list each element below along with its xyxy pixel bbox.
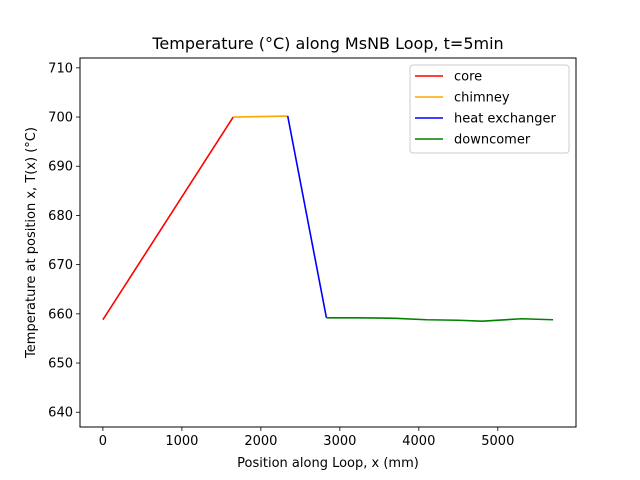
x-tick-label: 1000: [165, 434, 198, 449]
legend: core chimney heat exchanger downcomer: [409, 64, 570, 154]
legend-label: heat exchanger: [454, 112, 557, 127]
y-tick-label: 660: [48, 307, 73, 322]
x-tick-label: 4000: [402, 434, 435, 449]
legend-label: core: [454, 70, 482, 85]
y-tick-label: 710: [48, 61, 73, 76]
y-tick-label: 700: [48, 111, 73, 126]
legend-label: downcomer: [454, 133, 531, 148]
series-line-heat-exchanger: [286, 115, 328, 318]
x-tick-label: 5000: [481, 434, 514, 449]
legend-label: chimney: [454, 91, 510, 106]
x-tick-label: 0: [99, 434, 107, 449]
y-tick-label: 640: [48, 406, 73, 421]
y-tick-label: 650: [48, 357, 73, 372]
y-tick-label: 680: [48, 209, 73, 224]
x-tick-label: 3000: [323, 434, 356, 449]
x-axis-label: Position along Loop, x (mm): [237, 456, 419, 471]
series-line-downcomer: [326, 316, 554, 323]
legend-box: [409, 64, 570, 154]
y-tick-label: 670: [48, 258, 73, 273]
y-tick-label: 690: [48, 160, 73, 175]
x-tick-label: 2000: [244, 434, 277, 449]
y-axis-label: Temperature at position x, T(x) (°C): [24, 127, 39, 359]
plot-frame: [79, 57, 577, 428]
series-line-core: [102, 116, 234, 321]
series-line-chimney: [233, 115, 288, 118]
chart-title: Temperature (°C) along MsNB Loop, t=5min: [151, 34, 503, 53]
